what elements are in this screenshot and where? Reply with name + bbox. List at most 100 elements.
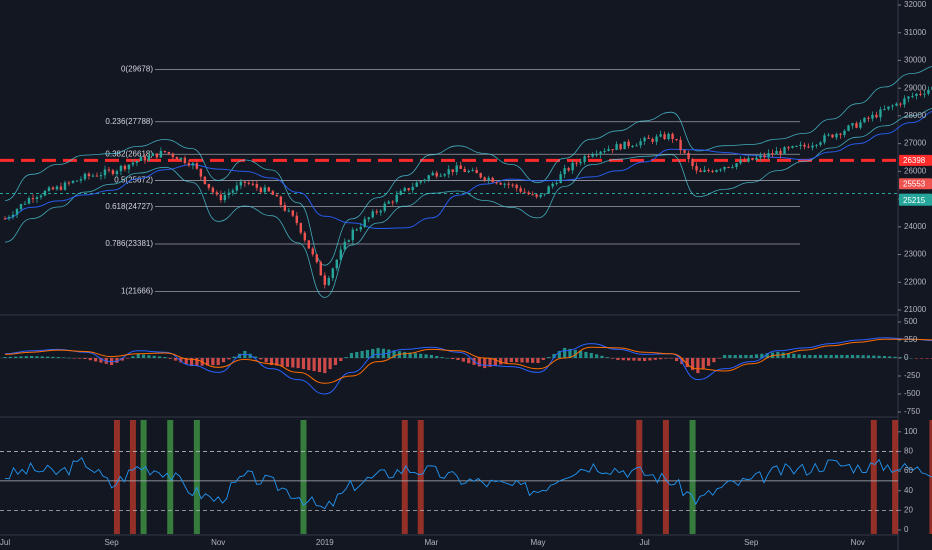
macd-histogram-bar — [792, 353, 796, 358]
macd-histogram-bar — [616, 358, 620, 361]
candle-body — [727, 166, 730, 168]
fib-level-label: 0.618(24727) — [105, 202, 153, 211]
macd-histogram-bar — [339, 358, 343, 362]
macd-histogram-bar — [328, 358, 332, 370]
candle-body — [539, 194, 542, 197]
macd-histogram-bar — [930, 358, 932, 359]
macd-histogram-bar — [307, 358, 311, 371]
candle-body — [419, 181, 422, 183]
macd-histogram-bar — [765, 353, 769, 358]
candle-body — [163, 150, 167, 152]
macd-pane[interactable] — [0, 337, 932, 405]
macd-histogram-bar — [722, 354, 727, 358]
candle-body — [307, 240, 311, 249]
candle-body — [823, 135, 826, 143]
candle-body — [611, 149, 614, 151]
macd-histogram-bar — [653, 358, 657, 360]
candle-body — [243, 181, 247, 183]
macd-histogram-bar — [584, 351, 588, 358]
candle-body — [23, 203, 27, 205]
candle-body — [487, 177, 490, 180]
oscillator-highlight-band — [417, 420, 424, 534]
macd-histogram-bar — [51, 356, 55, 358]
candle-body — [219, 194, 223, 201]
candle-body — [155, 153, 159, 158]
oscillator-highlight-band — [129, 420, 136, 534]
candle-body — [863, 117, 866, 123]
macd-histogram-bar — [280, 358, 284, 367]
candle-body — [31, 198, 35, 200]
macd-histogram-bar — [738, 354, 743, 358]
price-pane[interactable]: 0(29678) 0.236(27788) 0.382(26618) 0.5(2567… — [0, 30, 932, 298]
candle-body — [803, 144, 806, 147]
candle-body — [467, 171, 470, 173]
macd-histogram-bar — [658, 358, 663, 360]
candle-body — [683, 150, 686, 153]
macd-histogram-bar — [317, 358, 322, 373]
candle-body — [743, 160, 746, 162]
time-tick-label: May — [530, 538, 545, 547]
macd-histogram-bar — [674, 358, 679, 362]
macd-histogram-bar — [179, 358, 183, 363]
candle-body — [391, 201, 394, 203]
candle-body — [223, 194, 227, 201]
candle-body — [331, 268, 334, 279]
macd-histogram-bar — [802, 354, 807, 358]
macd-histogram-bar — [408, 352, 412, 358]
candle-body — [751, 157, 754, 160]
candle-body — [15, 209, 19, 215]
candle-body — [199, 168, 203, 177]
fib-level-label: 0.786(23381) — [105, 239, 153, 248]
candle-body — [883, 109, 886, 111]
macd-histogram-bar — [264, 358, 268, 363]
candle-body — [499, 183, 502, 185]
candle-body — [563, 168, 566, 175]
candle-body — [519, 188, 522, 192]
candle-body — [339, 249, 342, 260]
macd-histogram-bar — [40, 356, 44, 358]
candle-body — [783, 147, 786, 155]
candle-body — [475, 170, 478, 174]
oscillator-highlight-band — [401, 420, 408, 534]
candle-body — [855, 123, 858, 128]
candle-body — [695, 165, 698, 171]
candle-body — [763, 155, 766, 158]
macd-histogram-bar — [355, 351, 359, 358]
macd-histogram-bar — [488, 358, 492, 367]
macd-histogram-bar — [706, 358, 711, 366]
candle-body — [575, 162, 578, 164]
candle-body — [647, 137, 650, 139]
price-tick-label: 28000 — [904, 111, 927, 120]
candle-body — [623, 141, 626, 150]
macd-histogram-bar — [184, 358, 188, 365]
candle-body — [271, 191, 275, 195]
candle-body — [71, 180, 75, 183]
macd-histogram-bar — [850, 354, 855, 358]
macd-histogram-bar — [893, 356, 897, 358]
macd-histogram-bar — [744, 354, 748, 358]
macd-histogram-bar — [797, 354, 801, 358]
macd-histogram-bar — [845, 354, 849, 358]
candle-body — [227, 192, 231, 195]
macd-histogram-bar — [605, 357, 609, 358]
oscillator-pane[interactable] — [0, 420, 932, 534]
macd-histogram-bar — [920, 358, 924, 359]
macd-histogram-bar — [3, 356, 7, 358]
price-tag-label: 25215 — [903, 196, 926, 205]
candle-body — [819, 142, 822, 145]
time-tick-label: Jul — [639, 538, 649, 547]
candle-body — [843, 130, 846, 135]
price-tag-label: 25553 — [903, 179, 926, 188]
macd-histogram-bar — [227, 358, 231, 360]
macd-histogram-bar — [733, 354, 737, 358]
macd-histogram-bar — [882, 355, 887, 358]
macd-histogram-bar — [419, 353, 423, 358]
candle-body — [291, 210, 295, 216]
candle-body — [267, 187, 271, 192]
macd-histogram-bar — [786, 353, 791, 358]
macd-histogram-bar — [205, 358, 210, 366]
candle-body — [607, 149, 610, 151]
macd-histogram-bar — [456, 358, 460, 361]
price-tag — [899, 194, 932, 206]
